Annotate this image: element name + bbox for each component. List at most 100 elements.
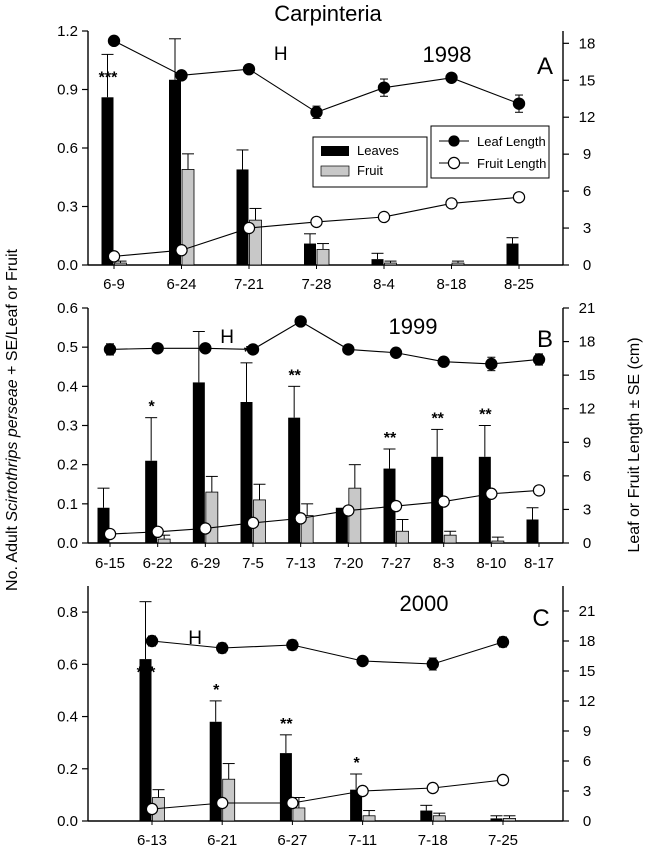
fruit-length-point: [342, 504, 355, 517]
date-label: 6-15: [95, 555, 125, 572]
legend-fruit-length-marker: [447, 156, 461, 170]
fruit-length-point: [294, 512, 307, 525]
right-tick-label: 12: [579, 109, 596, 126]
harvest-label: H: [274, 44, 288, 65]
date-label: 8-3: [433, 555, 455, 572]
date-label: 7-28: [301, 276, 331, 293]
leaf-length-point: [445, 71, 458, 85]
significance-label: *: [353, 755, 360, 772]
leaves-bar: [420, 810, 433, 821]
left-tick-label: 0.2: [57, 457, 78, 474]
leaf-length-point: [242, 62, 256, 76]
significance-label: **: [479, 407, 492, 424]
leaf-length-point: [246, 343, 260, 356]
fruit-length-point: [199, 522, 212, 535]
fruit-length-point: [389, 499, 403, 513]
leaves-bar: [279, 753, 292, 821]
left-tick-label: 0.0: [57, 535, 78, 552]
leaves-bar: [169, 79, 181, 265]
leaves-bar: [526, 519, 539, 543]
fruit-length-point: [145, 802, 159, 816]
year-label: 2000: [400, 591, 449, 616]
leaf-length-point: [377, 81, 391, 94]
leaf-length-point: [151, 342, 164, 355]
date-label: 7-20: [333, 555, 363, 572]
fruit-bar: [157, 538, 171, 544]
fruit-length-point: [151, 525, 164, 539]
fruit-bar: [491, 540, 505, 544]
left-tick-label: 0.0: [57, 257, 78, 274]
fruit-length-point: [175, 244, 188, 257]
right-tick-label: 3: [583, 220, 591, 237]
leaf-length-point: [199, 342, 212, 355]
right-tick-label: 9: [583, 723, 591, 740]
line-legend: Leaf Length Fruit Length: [430, 125, 550, 179]
date-label: 8-10: [476, 555, 506, 572]
fruit-length-point: [310, 215, 323, 229]
right-tick-label: 0: [583, 813, 591, 830]
leaves-bar: [304, 243, 316, 265]
right-tick-label: 15: [579, 663, 596, 680]
panel-letter: C: [532, 605, 549, 632]
fruit-bar: [451, 262, 465, 266]
fruit-length-point: [485, 487, 498, 500]
leaves-bar: [145, 460, 158, 543]
bar-legend-box: [312, 136, 428, 188]
right-tick-label: 12: [579, 693, 596, 710]
leaves-bar: [490, 818, 503, 821]
panel-b: 0.0 0.1 0.2 0.3 0.4 0.5 0.6 0 3 6 9 12 15 18 21 6-15 6-2…: [57, 300, 595, 572]
leaves-bar: [478, 456, 491, 543]
left-tick-label: 0.6: [57, 656, 78, 673]
date-label: 8-4: [373, 276, 395, 293]
date-label: 7-18: [418, 832, 448, 849]
leaves-bar: [192, 382, 205, 543]
fruit-length-point: [437, 495, 450, 508]
leaves-bar: [431, 456, 444, 543]
fruit-length-point: [532, 484, 546, 497]
right-tick-label: 3: [583, 501, 591, 518]
legend-leaf-length-label: Leaf Length: [477, 134, 546, 149]
right-axis-title: Leaf or Fruit Length ± SE (cm): [626, 337, 643, 552]
legend-fruit-length-label: Fruit Length: [477, 156, 546, 171]
right-tick-label: 15: [579, 72, 596, 89]
left-axis-title-part-1: No. Adult: [4, 522, 21, 591]
leaf-length-line: [109, 320, 540, 365]
leaf-length-line: [151, 640, 504, 665]
fruit-bar: [443, 534, 457, 544]
panel-a: 0.0 0.3 0.6 0.9 1.2 0 3 6 9 12 15 18 6-9 6-24 7-21 7-28…: [57, 23, 595, 293]
leaf-length-point: [342, 343, 355, 356]
date-label: 7-27: [381, 555, 411, 572]
fruit-length-point: [377, 210, 391, 224]
leaves-bar: [350, 789, 363, 821]
right-tick-label: 18: [579, 633, 596, 650]
leaf-length-point: [145, 634, 159, 648]
leaf-length-point: [437, 355, 450, 368]
leaves-bar: [139, 659, 152, 821]
bar-legend: Leaves Fruit: [312, 136, 428, 188]
left-axis-title: No. Adult Scirtothrips perseae + SE/Leaf…: [4, 248, 21, 591]
legend-leaves-swatch: [321, 146, 349, 156]
left-tick-label: 0.3: [57, 418, 78, 435]
leaf-length-point: [356, 654, 369, 668]
fruit-length-line: [151, 779, 504, 810]
fruit-bar: [316, 248, 330, 266]
leaf-length-point: [107, 34, 121, 48]
significance-label: *: [213, 682, 220, 699]
leaf-length-point: [426, 657, 439, 671]
right-tick-label: 0: [583, 535, 591, 552]
fruit-length-point: [512, 191, 526, 204]
right-tick-label: 6: [583, 183, 591, 200]
line-legend-box: [430, 125, 550, 179]
legend-fruit-label: Fruit: [357, 163, 383, 178]
significance-label: **: [280, 716, 293, 733]
fruit-bar: [396, 530, 409, 544]
significance-label: **: [431, 410, 444, 427]
fruit-bar: [362, 815, 376, 822]
significance-label: **: [384, 430, 397, 447]
panel-letter: B: [537, 326, 553, 353]
year-label: 1999: [389, 314, 438, 339]
left-tick-label: 0.4: [57, 378, 78, 395]
left-tick-label: 0.8: [57, 604, 78, 621]
leaf-length-point: [485, 357, 498, 371]
legend-leaves-label: Leaves: [357, 143, 399, 158]
